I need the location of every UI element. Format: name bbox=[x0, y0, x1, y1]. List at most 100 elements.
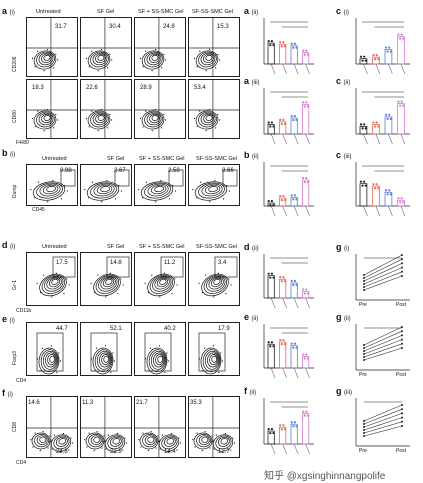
event-dot bbox=[47, 447, 49, 449]
contour-ring bbox=[47, 354, 56, 366]
event-dot bbox=[151, 70, 153, 72]
data-point bbox=[402, 104, 405, 107]
data-point bbox=[303, 292, 306, 295]
event-dot bbox=[109, 272, 111, 274]
event-dot bbox=[151, 274, 153, 276]
event-dot bbox=[144, 282, 146, 284]
paired-plot-svg bbox=[355, 254, 410, 301]
data-point bbox=[282, 338, 285, 342]
contour-ring bbox=[100, 186, 110, 193]
event-dot bbox=[222, 198, 225, 200]
contour-ring bbox=[146, 52, 162, 66]
data-point bbox=[305, 410, 308, 413]
contour-ring bbox=[112, 438, 121, 445]
event-dot bbox=[201, 449, 203, 452]
contour-ring bbox=[97, 54, 105, 61]
paired-line bbox=[363, 326, 403, 346]
panel-sublabel: (ii) bbox=[252, 154, 259, 160]
event-dot bbox=[167, 360, 170, 362]
event-dot bbox=[64, 184, 66, 187]
data-point bbox=[290, 42, 293, 45]
data-point bbox=[267, 121, 270, 124]
data-point bbox=[293, 194, 297, 197]
contour-ring bbox=[198, 111, 217, 128]
category-tick bbox=[305, 205, 310, 217]
x-tick-label: Post bbox=[396, 372, 407, 378]
column-header: Untreated bbox=[42, 156, 67, 162]
data-point bbox=[401, 262, 403, 265]
contour-ring bbox=[196, 433, 211, 448]
contour-ring bbox=[50, 434, 72, 452]
event-dot bbox=[34, 432, 36, 434]
event-dot bbox=[111, 59, 113, 61]
data-point bbox=[359, 180, 363, 183]
contour-ring bbox=[34, 433, 49, 448]
paired-line bbox=[363, 271, 403, 288]
panel-letter: e bbox=[2, 314, 8, 324]
watermark: 知乎 @xgsinghinnangpolife bbox=[264, 471, 386, 482]
contour-ring bbox=[45, 352, 57, 368]
contour-ring bbox=[85, 432, 105, 450]
event-dot bbox=[201, 370, 203, 372]
event-dot bbox=[109, 53, 111, 56]
facs-plot bbox=[26, 252, 78, 306]
contour-ring bbox=[139, 432, 159, 450]
data-point bbox=[359, 55, 363, 58]
data-point bbox=[269, 44, 272, 47]
data-point bbox=[375, 121, 378, 124]
event-dot bbox=[101, 201, 103, 203]
contour-ring bbox=[46, 276, 62, 290]
data-point bbox=[306, 180, 310, 184]
paired-line bbox=[363, 421, 403, 434]
panel-sublabel: (ii) bbox=[252, 246, 259, 252]
data-point bbox=[270, 341, 274, 344]
category-tick bbox=[293, 297, 299, 309]
data-point bbox=[267, 272, 270, 275]
event-dot bbox=[91, 110, 93, 112]
event-dot bbox=[50, 345, 52, 347]
data-point bbox=[302, 101, 305, 104]
event-dot bbox=[228, 278, 230, 280]
data-point bbox=[359, 123, 363, 126]
contour-ring bbox=[200, 52, 216, 66]
bar-chart bbox=[258, 160, 316, 220]
event-dot bbox=[120, 190, 122, 192]
percent-value: 14.6 bbox=[28, 400, 40, 406]
bar bbox=[267, 275, 275, 299]
category-tick bbox=[363, 63, 368, 75]
panel-label: c (i) bbox=[336, 6, 349, 16]
category-tick bbox=[388, 205, 393, 217]
contour-ring bbox=[154, 186, 164, 193]
category-tick bbox=[305, 63, 310, 75]
event-dot bbox=[174, 190, 176, 192]
panel-sublabel: (i) bbox=[7, 392, 13, 398]
bar-chart bbox=[258, 16, 316, 78]
event-dot bbox=[203, 347, 206, 349]
event-dot bbox=[163, 53, 165, 56]
bar-chart-svg bbox=[263, 18, 314, 75]
category-tick bbox=[270, 63, 276, 75]
data-point bbox=[279, 424, 282, 427]
facs-plot-svg bbox=[189, 80, 239, 138]
event-dot bbox=[47, 108, 49, 111]
contour-ring bbox=[166, 438, 175, 445]
bar bbox=[302, 413, 310, 445]
category-tick bbox=[400, 63, 406, 75]
event-dot bbox=[147, 291, 150, 294]
data-point bbox=[270, 200, 274, 203]
data-point bbox=[302, 353, 305, 356]
contour-ring bbox=[204, 350, 220, 370]
contour-ring bbox=[101, 354, 110, 366]
gate-box bbox=[90, 332, 118, 372]
data-point bbox=[269, 204, 272, 207]
event-dot bbox=[103, 441, 105, 443]
contour-ring bbox=[208, 186, 218, 193]
panel-label: g (ii) bbox=[336, 312, 351, 322]
paired-line bbox=[363, 267, 403, 285]
panel-letter: b bbox=[2, 148, 8, 158]
data-point bbox=[293, 114, 297, 118]
data-point bbox=[363, 280, 365, 282]
event-dot bbox=[155, 48, 157, 51]
contour-ring bbox=[95, 274, 120, 294]
event-dot bbox=[209, 48, 211, 51]
